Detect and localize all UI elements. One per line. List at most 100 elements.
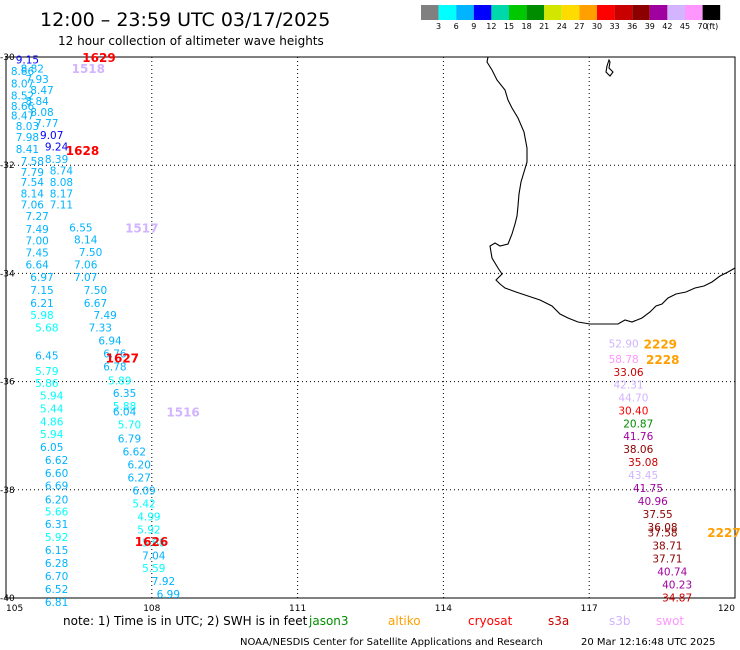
axis-ticks: 105 108 111 114 117 120 -30 -32 -34 -36 -38 -40 [0, 53, 735, 614]
wave-height-value: 38.71 [652, 541, 682, 553]
wave-height-value: 5.98 [30, 310, 53, 322]
x-tick-label: 117 [581, 604, 598, 614]
wave-height-value: 5.68 [142, 537, 165, 549]
wave-height-value: 8.84 [25, 96, 49, 108]
legend-label: 33 [610, 22, 620, 31]
x-tick-label: 111 [289, 604, 306, 614]
legend-swatch [438, 5, 457, 20]
track-2227: 2227 [707, 526, 740, 540]
wave-height-value: 6.67 [84, 298, 107, 310]
wave-height-value: 8.03 [16, 121, 39, 133]
pass-label: 1626 [135, 535, 168, 549]
wave-height-value: 9.07 [40, 130, 63, 142]
wave-height-value: 7.11 [50, 200, 73, 212]
y-tick-label: -32 [0, 161, 15, 171]
wave-height-value: 6.64 [25, 260, 49, 272]
legend-swatch [509, 5, 527, 20]
wave-height-value: 5.94 [40, 391, 64, 403]
wave-height-value: 37.58 [648, 528, 678, 540]
legend-swatch [473, 5, 492, 20]
track-1627: 1627 [106, 351, 139, 365]
wave-height-value: 8.08 [30, 107, 53, 119]
wave-height-value: 20.87 [623, 418, 653, 430]
wave-height-value: 6.94 [98, 335, 122, 347]
wave-height-value: 6.45 [35, 351, 58, 363]
wave-height-value: 6.15 [45, 545, 68, 557]
wave-height-value: 7.06 [74, 260, 98, 272]
wave-height-value: 7.79 [21, 167, 44, 179]
legend-swatch [421, 5, 439, 20]
wave-height-value: 40.96 [638, 496, 668, 508]
color-scale-legend: 3 6 9 12 15 18 21 24 27 30 33 36 39 42 45 70(ft) [421, 5, 721, 31]
wave-height-value: 6.62 [123, 446, 146, 458]
wave-height-value: 5.94 [40, 429, 64, 441]
satellite-swot: swot [656, 614, 684, 628]
wave-height-value: 7.33 [89, 323, 112, 335]
wave-height-value: 6.31 [45, 519, 68, 531]
wave-height-value: 44.70 [618, 392, 648, 404]
satellite-altiko: altiko [388, 614, 421, 628]
wave-height-value: 7.00 [25, 235, 48, 247]
legend-swatch [685, 5, 703, 20]
wave-height-value: 8.82 [21, 63, 44, 75]
wave-height-value: 7.92 [152, 576, 175, 588]
wave-height-value: 5.68 [35, 323, 58, 335]
wave-height-value: 9.15 [16, 55, 39, 67]
legend-swatch [702, 5, 721, 20]
wave-height-value: 5.88 [113, 401, 136, 413]
wave-height-value: 6.05 [40, 442, 63, 454]
wave-height-value: 8.86 [11, 66, 35, 78]
wave-height-value: 7.50 [79, 247, 102, 259]
wave-height-value: 6.20 [128, 459, 151, 471]
legend-swatch [579, 5, 597, 20]
track-2228: 58.7833.0642.3144.7030.4020.8741.7638.06… [609, 353, 693, 605]
wave-height-value: 6.09 [132, 485, 155, 497]
legend-label: 9 [471, 22, 476, 31]
pass-label: 1629 [82, 51, 115, 65]
x-tick-label: 120 [718, 604, 735, 614]
legend-label: 21 [539, 22, 549, 31]
track-1518: 1518 [72, 62, 105, 76]
wave-height-value: 6.70 [45, 571, 68, 583]
wave-height-value: 9.24 [45, 141, 69, 153]
wave-height-value: 5.92 [45, 532, 68, 544]
wave-height-value: 6.35 [113, 388, 136, 400]
wave-height-value: 8.47 [11, 110, 34, 122]
wave-height-value: 6.21 [30, 298, 53, 310]
wave-height-value: 7.06 [21, 200, 45, 212]
footnote-text: note: 1) Time is in UTC; 2) SWH is in fe… [63, 614, 308, 628]
wave-height-value: 6.52 [45, 584, 68, 596]
plot-frame [5, 56, 736, 599]
wave-height-value: 8.17 [50, 188, 73, 200]
legend-swatch [649, 5, 668, 20]
satellite-s3b: s3b [609, 614, 631, 628]
legend-swatch [632, 5, 650, 20]
legend-label: 70 [698, 22, 708, 31]
legend-swatch [667, 5, 685, 20]
wave-height-value: 8.47 [30, 85, 53, 97]
wave-height-value: 37.55 [643, 509, 673, 521]
wave-height-value: 5.79 [35, 366, 58, 378]
y-tick-label: -34 [0, 269, 15, 279]
track-2229: 52.90 2229 [609, 338, 677, 352]
map-title: 12:00 – 23:59 UTC 03/17/2025 [40, 9, 330, 31]
wave-height-value: 6.55 [69, 222, 92, 234]
legend-label: 39 [645, 22, 655, 31]
map-subtitle: 12 hour collection of altimeter wave hei… [58, 34, 324, 48]
wave-height-value: 7.04 [142, 550, 166, 562]
wave-height-value: 6.27 [128, 472, 151, 484]
wave-height-value: 6.04 [113, 406, 137, 418]
legend-label: 27 [574, 22, 584, 31]
wave-height-value: 7.98 [16, 132, 39, 144]
wave-height-value: 5.86 [35, 378, 59, 390]
wave-height-value: 7.50 [84, 285, 107, 297]
wave-height-value: 6.60 [45, 468, 68, 480]
legend-label: 36 [627, 22, 637, 31]
x-tick-label: 114 [435, 604, 452, 614]
y-tick-label: -38 [0, 486, 15, 496]
pass-label: 2227 [707, 526, 740, 540]
wave-height-value: 36.08 [648, 522, 678, 534]
legend-swatch [491, 5, 509, 20]
